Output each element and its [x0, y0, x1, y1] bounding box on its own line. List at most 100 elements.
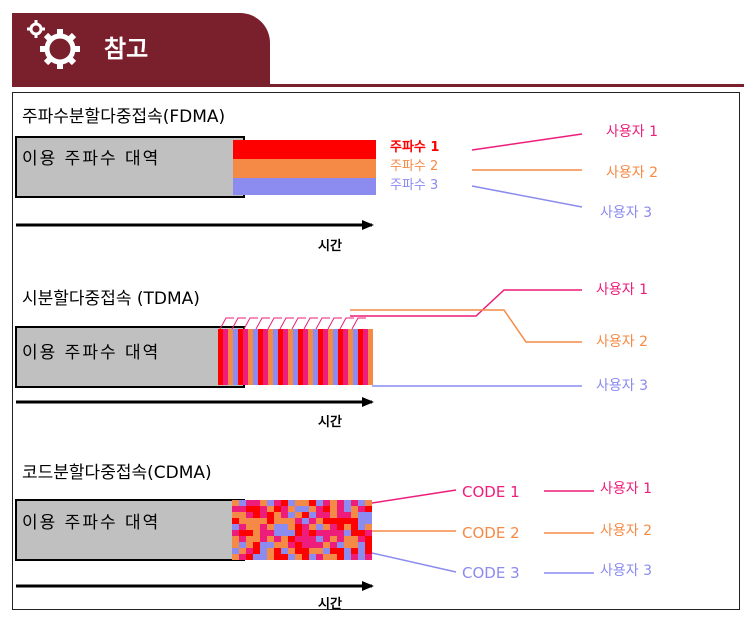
tdma-slot-hint — [255, 317, 270, 330]
fdma-channel-3 — [233, 178, 376, 195]
cdma-block — [330, 518, 337, 524]
cdma-block — [365, 536, 372, 542]
gear-icon — [27, 20, 80, 69]
tdma-slot — [293, 329, 298, 385]
tdma-slot — [278, 329, 283, 385]
cdma-block — [267, 548, 274, 554]
cdma-block — [344, 536, 351, 542]
tdma-slot — [253, 329, 258, 385]
cdma-block — [365, 506, 372, 512]
cdma-user-1: 사용자 1 — [600, 481, 652, 497]
cdma-block — [295, 554, 302, 560]
tdma-slot — [353, 329, 358, 385]
cdma-block — [358, 518, 365, 524]
cdma-block — [239, 542, 246, 548]
cdma-block — [351, 518, 358, 524]
cdma-block — [239, 548, 246, 554]
cdma-block — [274, 506, 281, 512]
cdma-block — [260, 500, 267, 506]
cdma-block — [253, 530, 260, 536]
cdma-block — [337, 554, 344, 560]
cdma-block — [253, 518, 260, 524]
cdma-block — [337, 500, 344, 506]
cdma-block — [365, 530, 372, 536]
cdma-block — [323, 536, 330, 542]
cdma-block — [232, 524, 239, 530]
cdma-block — [330, 542, 337, 548]
cdma-block — [246, 542, 253, 548]
cdma-block — [274, 512, 281, 518]
cdma-block — [246, 518, 253, 524]
cdma-block — [281, 536, 288, 542]
cdma-block — [351, 542, 358, 548]
cdma-block — [239, 524, 246, 530]
cdma-block — [267, 524, 274, 530]
cdma-block — [316, 518, 323, 524]
cdma-block — [316, 530, 323, 536]
cdma-block — [365, 542, 372, 548]
cdma-block — [274, 530, 281, 536]
tdma-user-2: 사용자 2 — [596, 334, 648, 350]
tdma-slot-hint — [303, 317, 318, 330]
tdma-slot — [343, 329, 348, 385]
cdma-block — [365, 518, 372, 524]
cdma-block — [274, 548, 281, 554]
tdma-slot — [243, 329, 248, 385]
cdma-block — [344, 512, 351, 518]
cdma-block — [239, 536, 246, 542]
cdma-block — [316, 536, 323, 542]
tdma-title: 시분할다중접속 (TDMA) — [22, 289, 200, 309]
cdma-block — [316, 554, 323, 560]
cdma-block — [253, 512, 260, 518]
cdma-block — [295, 542, 302, 548]
cdma-block — [281, 542, 288, 548]
tdma-slot-hint — [267, 317, 282, 330]
cdma-block — [281, 524, 288, 530]
cdma-block — [295, 506, 302, 512]
cdma-block — [309, 554, 316, 560]
cdma-block — [323, 506, 330, 512]
cdma-block — [288, 518, 295, 524]
tdma-slot — [363, 329, 368, 385]
cdma-block — [302, 524, 309, 530]
cdma-block — [358, 500, 365, 506]
cdma-block — [351, 512, 358, 518]
tdma-slot — [318, 329, 323, 385]
cdma-block — [316, 500, 323, 506]
tdma-slot — [228, 329, 233, 385]
cdma-block — [267, 554, 274, 560]
cdma-block — [316, 506, 323, 512]
cdma-block — [253, 506, 260, 512]
cdma-block — [295, 530, 302, 536]
cdma-block — [302, 536, 309, 542]
cdma-block — [358, 530, 365, 536]
cdma-block — [274, 524, 281, 530]
cdma-block — [288, 524, 295, 530]
tdma-slot-hint — [351, 317, 366, 330]
tdma-user-line-1 — [350, 289, 582, 317]
tdma-slot — [258, 329, 263, 385]
fdma-user-line-3 — [471, 185, 583, 208]
tdma-slot — [288, 329, 293, 385]
cdma-block — [295, 524, 302, 530]
tdma-slot — [333, 329, 338, 385]
tdma-user-3: 사용자 3 — [596, 378, 648, 394]
cdma-block — [365, 524, 372, 530]
tdma-slot — [218, 329, 223, 385]
cdma-block — [246, 500, 253, 506]
cdma-block — [344, 530, 351, 536]
cdma-time-label: 시간 — [318, 596, 342, 612]
tdma-slot — [338, 329, 343, 385]
cdma-block — [281, 554, 288, 560]
cdma-block — [295, 512, 302, 518]
cdma-block — [337, 542, 344, 548]
cdma-block — [281, 506, 288, 512]
cdma-block — [232, 500, 239, 506]
cdma-block — [344, 548, 351, 554]
cdma-code-2: CODE 2 — [462, 524, 520, 542]
cdma-block — [337, 512, 344, 518]
cdma-block — [358, 554, 365, 560]
tdma-slot — [368, 329, 373, 385]
cdma-block — [274, 500, 281, 506]
